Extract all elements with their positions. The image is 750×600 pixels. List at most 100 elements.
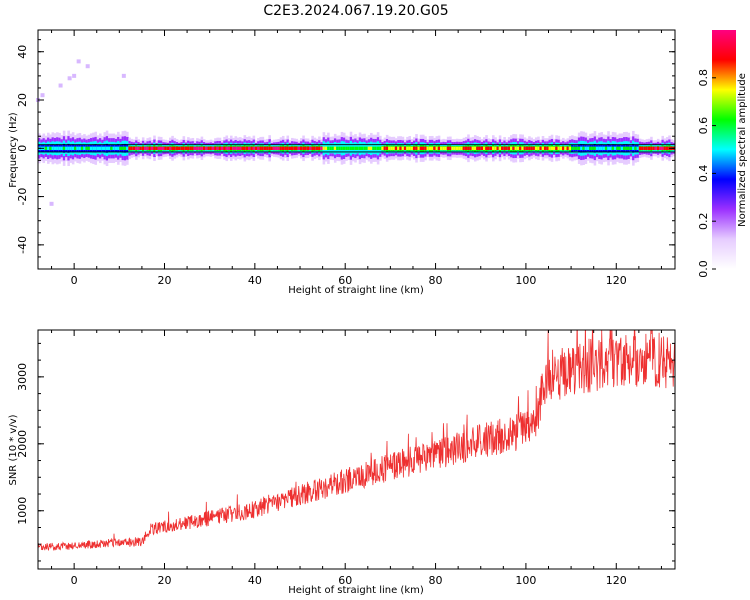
spectrogram-cell [241, 146, 244, 150]
spectrogram-cell [505, 146, 509, 150]
spectrogram-cell [381, 146, 384, 150]
spectrogram-cell [656, 146, 660, 150]
spectrogram-cell [322, 146, 326, 150]
spectrogram-cell [300, 146, 303, 150]
spectrogram-cell [598, 146, 601, 150]
spectrogram-frame [37, 29, 676, 270]
spectrogram-cell [388, 146, 391, 150]
spectrogram-cell [471, 146, 475, 150]
spectrogram-cell [178, 146, 181, 150]
spectrogram-cell [214, 146, 217, 150]
spectrogram-cell [62, 146, 66, 150]
spectrogram-cell [101, 146, 104, 150]
y-tick-label: 2000 [16, 430, 29, 458]
spectrogram-cell [541, 146, 545, 150]
spectrogram-cell [632, 146, 635, 150]
spectrogram-cell [451, 146, 454, 150]
spectrogram-cell [137, 146, 140, 150]
spectrogram-cell [406, 146, 409, 150]
snr-y-ticks: 1000 2000 3000 [16, 342, 675, 562]
spectrogram-cell [433, 146, 436, 150]
spectrogram-cell [96, 146, 100, 150]
spectrogram-cell [654, 146, 658, 150]
spectrogram-cell [159, 146, 163, 150]
spectrogram-cell [528, 146, 531, 150]
colorbar-tick-label: 0.4 [697, 165, 710, 183]
x-tick-label: 100 [515, 574, 536, 587]
spectrogram-cell [623, 146, 626, 150]
spectrogram-cell [521, 146, 524, 150]
spectrogram-cell [361, 146, 364, 150]
spectrogram-cell [636, 146, 640, 150]
spectrogram-cell [175, 146, 179, 150]
spectrogram-cell [254, 146, 258, 150]
spectrogram-cell [51, 146, 55, 150]
spectrogram-cell [392, 146, 396, 150]
spectrogram-cell [121, 146, 125, 150]
spectrogram-cell [130, 146, 134, 150]
spectrogram-cell [71, 146, 75, 150]
spectrogram-cell [119, 146, 122, 150]
spectrogram-cell [577, 146, 581, 150]
spectrogram-cell [162, 146, 165, 150]
spectrogram-cell [525, 146, 529, 150]
colorbar-tick-label: 0.0 [697, 260, 710, 278]
spectrogram-cell [89, 146, 93, 150]
spectrogram-cell [607, 146, 610, 150]
x-tick-label: 120 [606, 574, 627, 587]
spectrogram-cell [555, 146, 558, 150]
spectrogram-cell [609, 146, 613, 150]
spectrogram-cell [602, 146, 606, 150]
spectrogram-cell [49, 146, 52, 150]
spectrogram-cell [338, 146, 341, 150]
spectrogram-cell [534, 146, 538, 150]
spectrogram-cell [117, 146, 120, 150]
snr-x-label: Height of straight line (km) [288, 585, 424, 596]
spectrogram-cell [103, 146, 107, 150]
spectrogram-cell [455, 146, 459, 150]
spectrogram-cell [417, 146, 421, 150]
spectrogram-cell [85, 146, 88, 150]
colorbar-tick-label: 0.8 [697, 69, 710, 87]
spectrogram-cell [485, 146, 488, 150]
spectrogram-cell [661, 146, 665, 150]
spectrogram-cell [564, 146, 567, 150]
spectrogram-cell [410, 146, 414, 150]
spectrogram-cell [150, 146, 154, 150]
spectrogram-cell [110, 146, 113, 150]
x-tick-label: 60 [338, 574, 352, 587]
spectrogram-cell [268, 146, 271, 150]
spectrogram-cell [327, 146, 330, 150]
spectrogram-cell [306, 146, 310, 150]
spectrogram-cell [510, 146, 513, 150]
spectrogram-cell [180, 146, 183, 150]
x-tick-label: 20 [157, 574, 171, 587]
spectrogram-cell [629, 146, 633, 150]
spectrogram-cell [182, 146, 186, 150]
spectrogram-cell [65, 146, 68, 150]
spectrogram-cell [589, 146, 592, 150]
spectrogram-cell [187, 146, 190, 150]
colorbar-tick-label: 0.2 [697, 212, 710, 230]
spectrogram-cell [487, 146, 491, 150]
spectrogram-cell [652, 146, 655, 150]
spectrogram-cell [286, 146, 290, 150]
spectrogram-cell [78, 146, 82, 150]
spectrogram-cell [546, 146, 549, 150]
spectrogram-cell [245, 146, 249, 150]
spectrogram-noise-point [76, 59, 81, 64]
spectrogram-cell [349, 146, 353, 150]
spectrogram-cell [469, 146, 473, 150]
spectrogram-y-ticks: -40 -20 0 20 40 [16, 39, 675, 270]
spectrogram-cell [123, 146, 127, 150]
spectrogram-bands [38, 130, 676, 166]
spectrogram-cell [225, 146, 229, 150]
spectrogram-cell [239, 146, 242, 150]
spectrogram-cell [600, 146, 604, 150]
spectrogram-cell [614, 146, 617, 150]
spectrogram-cell [370, 146, 373, 150]
spectrogram-cell [580, 146, 583, 150]
spectrogram-cell [641, 146, 644, 150]
spectrogram-cell [476, 146, 479, 150]
spectrogram-cell [440, 146, 443, 150]
